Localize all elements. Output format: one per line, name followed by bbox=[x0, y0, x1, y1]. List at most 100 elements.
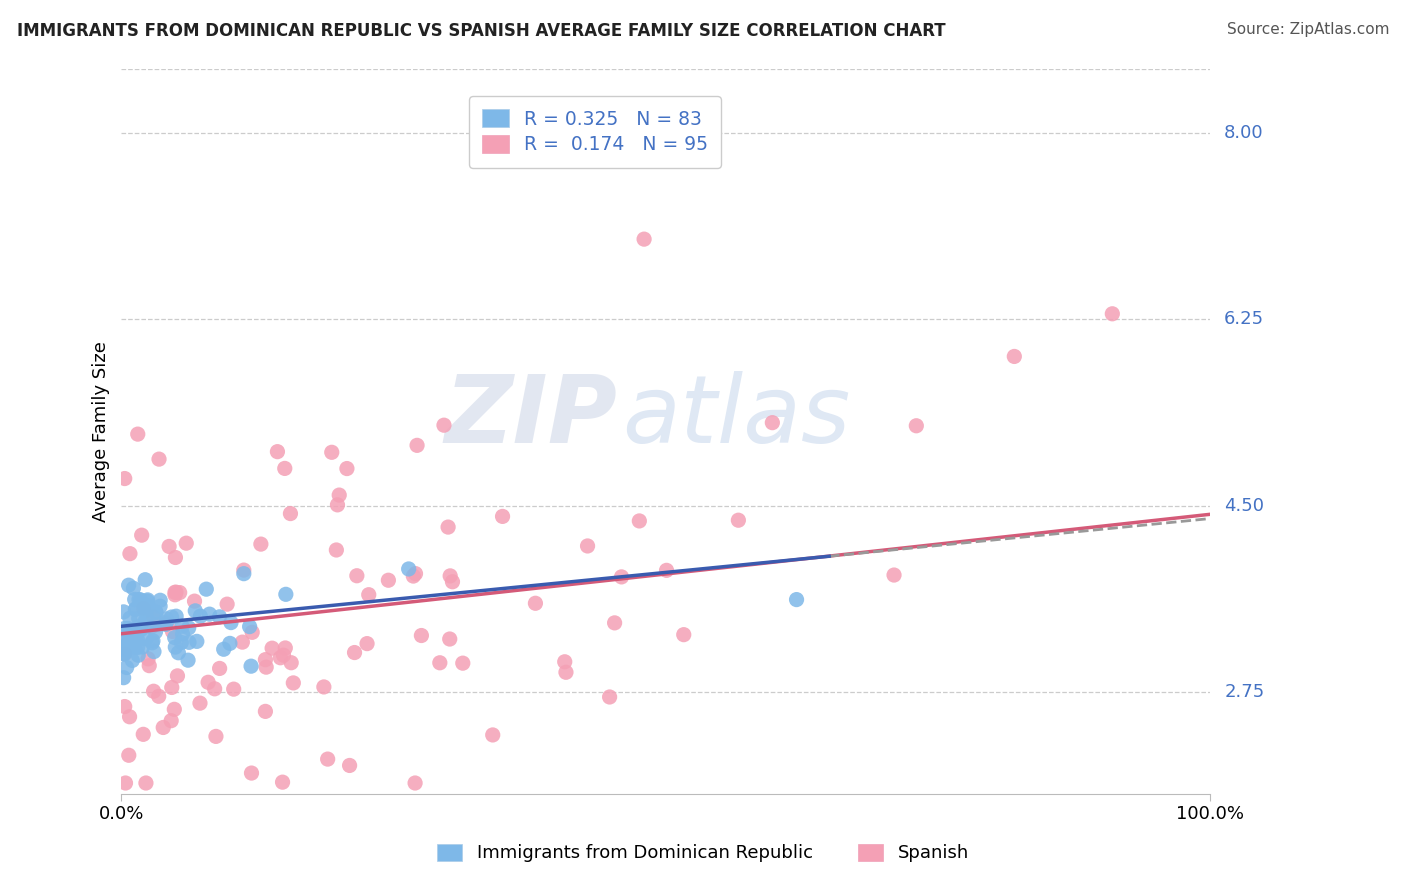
Point bbox=[117, 622, 139, 636]
Point bbox=[336, 461, 359, 475]
Y-axis label: Average Family Size: Average Family Size bbox=[93, 341, 110, 522]
Point bbox=[204, 681, 226, 696]
Text: 4.50: 4.50 bbox=[1225, 497, 1264, 515]
Text: Source: ZipAtlas.com: Source: ZipAtlas.com bbox=[1226, 22, 1389, 37]
Point bbox=[524, 596, 547, 610]
Text: 6.25: 6.25 bbox=[1225, 310, 1264, 328]
Point bbox=[117, 627, 139, 641]
Point bbox=[190, 609, 212, 624]
Point bbox=[155, 615, 177, 629]
Point bbox=[163, 588, 186, 602]
Point bbox=[129, 593, 152, 607]
Point bbox=[217, 597, 239, 611]
Point bbox=[599, 690, 621, 704]
Point bbox=[402, 569, 425, 583]
Point bbox=[283, 676, 305, 690]
Point bbox=[124, 592, 146, 607]
Point bbox=[135, 603, 157, 617]
Point bbox=[328, 488, 350, 502]
Point bbox=[155, 616, 177, 631]
Point bbox=[118, 710, 141, 724]
Point bbox=[405, 566, 427, 581]
Point bbox=[610, 570, 633, 584]
Point bbox=[121, 653, 143, 667]
Point bbox=[148, 690, 170, 704]
Point bbox=[149, 593, 172, 607]
Point bbox=[145, 606, 167, 620]
Point bbox=[167, 646, 190, 660]
Point bbox=[219, 615, 242, 630]
Point bbox=[271, 775, 294, 789]
Point bbox=[274, 587, 297, 601]
Point bbox=[118, 624, 141, 638]
Point bbox=[132, 727, 155, 741]
Point bbox=[326, 498, 349, 512]
Point bbox=[377, 573, 399, 587]
Point bbox=[280, 656, 302, 670]
Point bbox=[628, 514, 651, 528]
Point bbox=[114, 776, 136, 790]
Point bbox=[177, 621, 200, 635]
Point bbox=[250, 537, 273, 551]
Point bbox=[115, 660, 138, 674]
Point bbox=[112, 622, 135, 636]
Point bbox=[170, 635, 193, 649]
Point bbox=[118, 611, 141, 625]
Point bbox=[429, 656, 451, 670]
Point bbox=[166, 669, 188, 683]
Point bbox=[128, 620, 150, 634]
Point bbox=[127, 640, 149, 655]
Point bbox=[160, 610, 183, 624]
Point bbox=[117, 633, 139, 648]
Point bbox=[343, 646, 366, 660]
Point bbox=[231, 635, 253, 649]
Point bbox=[117, 578, 139, 592]
Point bbox=[141, 636, 163, 650]
Point bbox=[127, 427, 149, 442]
Point bbox=[165, 609, 187, 624]
Legend: Immigrants from Dominican Republic, Spanish: Immigrants from Dominican Republic, Span… bbox=[430, 837, 976, 870]
Point bbox=[339, 758, 361, 772]
Point bbox=[195, 582, 218, 596]
Point bbox=[136, 594, 159, 608]
Point bbox=[155, 612, 177, 626]
Point bbox=[186, 634, 208, 648]
Point bbox=[122, 581, 145, 595]
Point bbox=[115, 637, 138, 651]
Point bbox=[136, 652, 159, 666]
Point bbox=[142, 609, 165, 624]
Point bbox=[222, 682, 245, 697]
Point bbox=[262, 641, 284, 656]
Point bbox=[169, 585, 191, 599]
Point bbox=[321, 445, 343, 459]
Point bbox=[118, 547, 141, 561]
Point bbox=[433, 418, 456, 433]
Point bbox=[155, 617, 177, 632]
Point bbox=[254, 705, 277, 719]
Point bbox=[114, 699, 136, 714]
Point bbox=[439, 569, 461, 583]
Text: atlas: atlas bbox=[623, 371, 851, 462]
Point bbox=[633, 232, 655, 246]
Point bbox=[131, 622, 153, 636]
Point bbox=[555, 665, 578, 680]
Point bbox=[786, 592, 808, 607]
Point bbox=[183, 594, 205, 608]
Point bbox=[325, 543, 347, 558]
Point bbox=[127, 633, 149, 648]
Point bbox=[134, 573, 156, 587]
Point bbox=[165, 585, 187, 599]
Point bbox=[165, 550, 187, 565]
Point bbox=[145, 624, 167, 639]
Point bbox=[128, 592, 150, 607]
Text: IMMIGRANTS FROM DOMINICAN REPUBLIC VS SPANISH AVERAGE FAMILY SIZE CORRELATION CH: IMMIGRANTS FROM DOMINICAN REPUBLIC VS SP… bbox=[17, 22, 945, 40]
Point bbox=[174, 536, 197, 550]
Point bbox=[398, 562, 420, 576]
Point bbox=[163, 702, 186, 716]
Point bbox=[274, 461, 297, 475]
Point bbox=[266, 444, 288, 458]
Point bbox=[149, 599, 172, 614]
Point bbox=[240, 625, 263, 640]
Point bbox=[269, 650, 291, 665]
Point bbox=[112, 642, 135, 657]
